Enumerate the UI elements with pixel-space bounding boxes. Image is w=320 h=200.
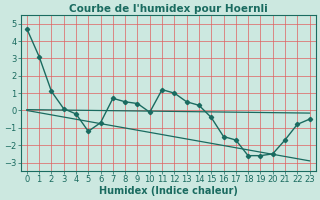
Title: Courbe de l'humidex pour Hoernli: Courbe de l'humidex pour Hoernli xyxy=(69,4,268,14)
X-axis label: Humidex (Indice chaleur): Humidex (Indice chaleur) xyxy=(99,186,238,196)
